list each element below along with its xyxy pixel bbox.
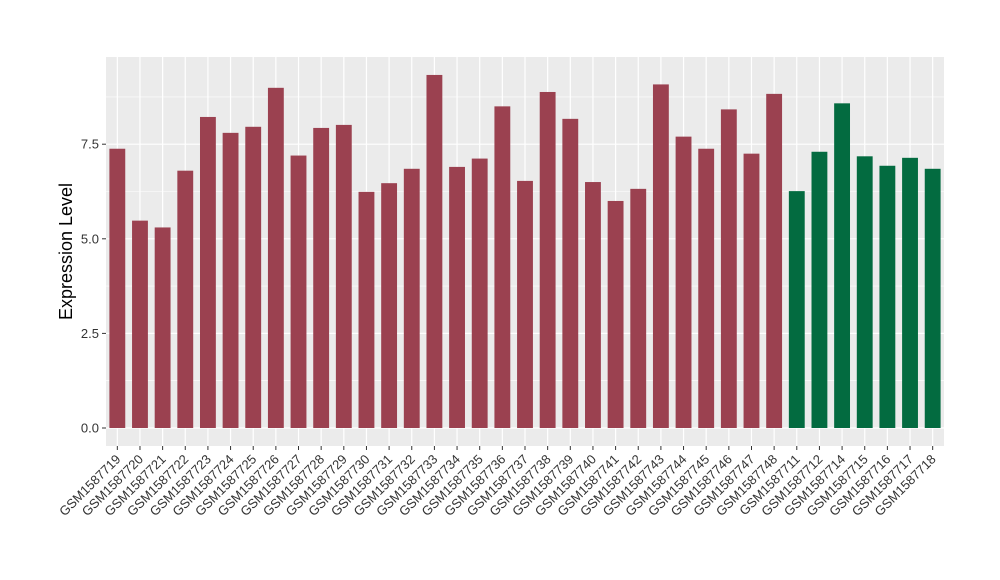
bar-GSM1587717 [902,157,918,429]
bar-GSM1587722 [177,170,194,429]
bar-GSM1587726 [267,87,284,429]
bar-GSM1587739 [562,118,579,428]
bar-GSM1587719 [109,148,126,429]
bar-GSM1587733 [426,74,443,429]
bar-GSM1587742 [630,188,647,428]
bar-GSM1587721 [154,227,171,428]
y-tick-label: 2.5 [81,326,99,341]
bar-GSM1587724 [222,132,239,428]
y-axis-title: Expression Level [56,183,76,320]
bar-GSM1587746 [720,109,737,428]
bar-GSM1587737 [517,180,533,428]
bar-GSM1587740 [585,182,601,428]
bar-GSM1587736 [494,106,511,429]
y-tick-label: 0.0 [81,421,99,436]
bar-GSM1587718 [924,168,941,428]
bar-GSM1587738 [539,91,556,428]
bar-GSM1587716 [879,165,896,428]
bar-GSM1587730 [358,191,375,428]
bar-GSM1587714 [834,103,851,429]
bar-GSM1587745 [698,148,715,429]
bar-GSM1587741 [607,200,624,428]
bar-GSM1587712 [811,151,828,428]
bar-GSM1587743 [652,84,669,428]
bar-GSM1587727 [290,155,307,428]
bar-GSM1587748 [766,93,783,428]
bar-GSM1587734 [449,166,465,429]
y-axis: 0.0 2.5 5.0 7.5 [81,137,106,436]
x-axis: GSM1587719GSM1587720GSM1587721GSM1587722… [56,446,939,519]
bar-GSM1587744 [675,136,692,428]
bar-GSM1587729 [335,124,352,428]
bar-GSM1587735 [471,158,488,428]
y-tick-label: 5.0 [81,231,99,246]
bars [109,74,941,429]
bar-GSM1587711 [788,191,805,428]
bar-GSM1587731 [381,183,398,428]
bar-GSM1587720 [132,220,148,428]
bar-GSM1587723 [199,116,216,428]
bar-GSM1587747 [743,153,760,428]
bar-GSM1587725 [245,126,262,428]
bar-GSM1587732 [403,168,420,428]
y-tick-label: 7.5 [81,137,99,152]
bar-GSM1587728 [313,127,330,428]
bar-GSM1587715 [856,156,873,428]
